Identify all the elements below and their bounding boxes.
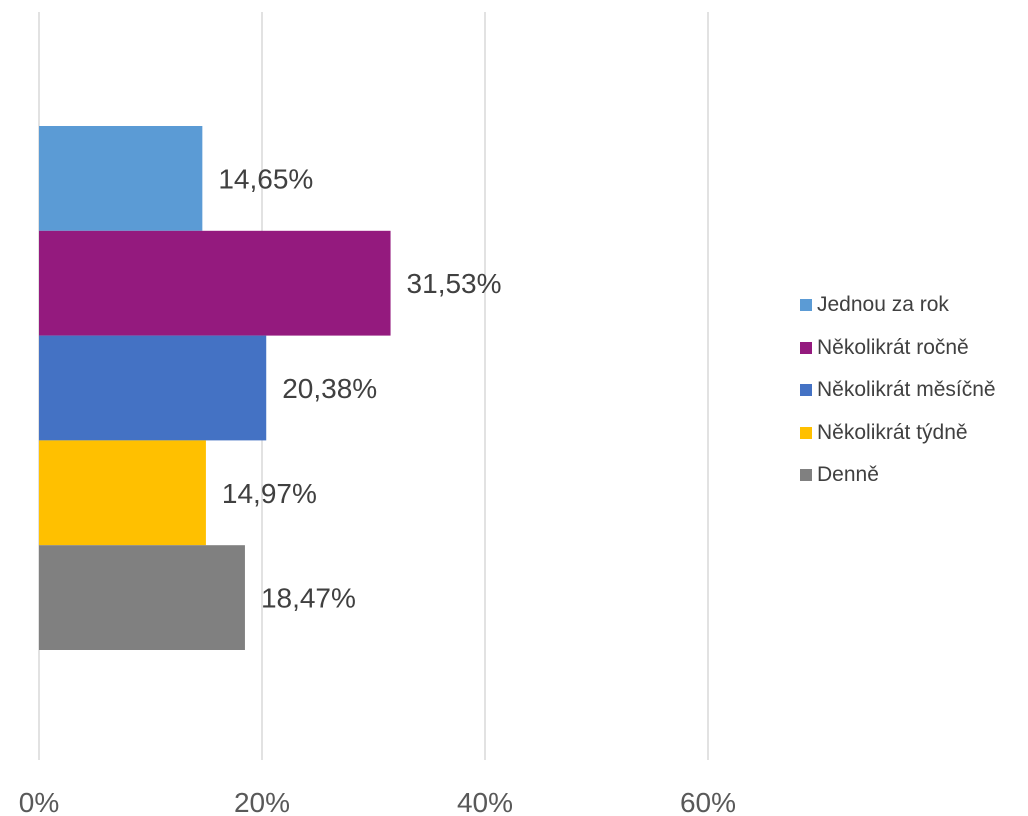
bar — [39, 230, 391, 336]
bar — [39, 335, 267, 441]
legend-item: Denně — [800, 454, 996, 497]
legend-swatch — [800, 299, 812, 312]
legend-item: Několikrát měsíčně — [800, 369, 996, 412]
bar-value-label: 31,53% — [407, 268, 502, 299]
legend-swatch — [800, 341, 812, 354]
legend-swatch — [800, 384, 812, 397]
legend-label: Jednou za rok — [817, 293, 949, 317]
chart-legend: Jednou za rok Několikrát ročně Několikrát … — [800, 284, 996, 497]
x-tick-label: 20% — [234, 787, 290, 816]
bar-value-label: 14,65% — [218, 163, 313, 194]
legend-item: Několikrát týdně — [800, 412, 996, 455]
x-tick-label: 40% — [457, 787, 513, 816]
legend-label: Denně — [817, 463, 879, 487]
legend-item: Jednou za rok — [800, 284, 996, 327]
legend-label: Několikrát ročně — [817, 335, 969, 359]
x-tick-label: 0% — [19, 787, 59, 816]
legend-label: Několikrát měsíčně — [817, 378, 996, 402]
legend-label: Několikrát týdně — [817, 420, 968, 444]
bar — [39, 545, 245, 650]
bar-value-label: 18,47% — [261, 583, 356, 614]
legend-swatch — [800, 469, 812, 482]
bar-value-label: 20,38% — [282, 373, 377, 404]
legend-swatch — [800, 426, 812, 439]
bar — [39, 126, 203, 231]
legend-item: Několikrát ročně — [800, 327, 996, 370]
bar-value-label: 14,97% — [222, 478, 317, 509]
x-tick-label: 60% — [680, 787, 736, 816]
bar — [39, 440, 206, 546]
